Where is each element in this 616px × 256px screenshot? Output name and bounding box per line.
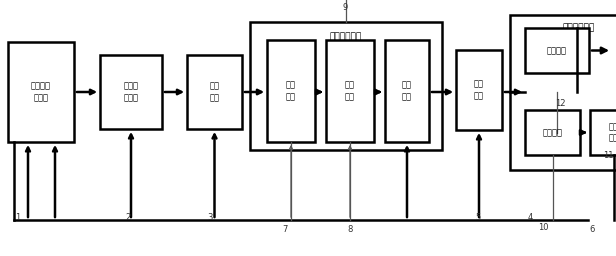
Bar [510, 15, 616, 170]
Text: 1: 1 [15, 214, 20, 222]
Text: 电路: 电路 [286, 92, 296, 101]
Bar [8, 42, 74, 142]
Text: 温差热: 温差热 [123, 82, 139, 91]
Bar [100, 55, 162, 129]
Bar [456, 50, 502, 130]
Text: 放大: 放大 [209, 82, 219, 91]
Text: 电路: 电路 [609, 134, 616, 143]
Text: 电路: 电路 [209, 93, 219, 102]
Text: 蓄电: 蓄电 [474, 80, 484, 89]
Text: 电路: 电路 [345, 92, 355, 101]
Text: 5: 5 [476, 214, 480, 222]
Bar [385, 40, 429, 142]
Text: 11: 11 [602, 151, 614, 159]
Text: 8: 8 [347, 226, 353, 234]
Text: 控制配送模块: 控制配送模块 [563, 23, 595, 32]
Bar [590, 110, 616, 155]
Bar [267, 40, 315, 142]
Text: 输出电路: 输出电路 [547, 46, 567, 55]
Text: 10: 10 [538, 223, 548, 232]
Text: 滤波: 滤波 [345, 81, 355, 90]
Bar [187, 55, 242, 129]
Text: 电模块: 电模块 [123, 93, 139, 102]
Text: 变模块: 变模块 [33, 93, 49, 102]
Bar [525, 110, 580, 155]
Text: 6: 6 [590, 226, 594, 234]
Text: 整流: 整流 [286, 81, 296, 90]
Text: 回馈系统: 回馈系统 [543, 128, 562, 137]
Text: 12: 12 [555, 99, 565, 108]
Text: 电路: 电路 [402, 92, 412, 101]
Text: 常温核聚: 常温核聚 [31, 82, 51, 91]
Text: 开关: 开关 [609, 122, 616, 131]
Text: 7: 7 [282, 226, 288, 234]
Bar [326, 40, 374, 142]
Text: 3: 3 [208, 214, 213, 222]
Bar [250, 22, 442, 150]
Text: 电源管理电路: 电源管理电路 [330, 32, 362, 41]
Text: 9: 9 [342, 4, 347, 13]
Bar [525, 28, 589, 73]
Text: 2: 2 [126, 214, 131, 222]
Text: 稳压: 稳压 [402, 81, 412, 90]
Text: 模块: 模块 [474, 91, 484, 100]
Text: 4: 4 [527, 214, 533, 222]
